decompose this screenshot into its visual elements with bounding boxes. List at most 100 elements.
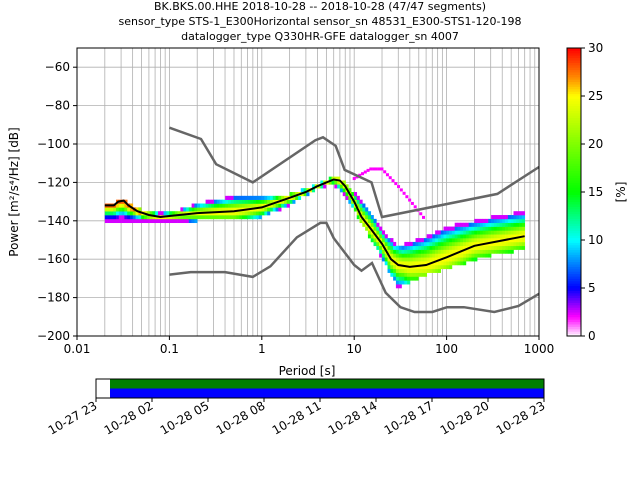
heatmap-cell — [127, 218, 131, 224]
heatmap-cell — [404, 268, 408, 273]
heatmap-cell — [191, 203, 195, 208]
colorbar-swatch — [567, 244, 581, 248]
heatmap-cell — [429, 249, 433, 254]
heatmap-cell — [426, 264, 430, 270]
heatmap-cell — [474, 238, 478, 243]
heatmap-cell — [373, 230, 377, 235]
heatmap-cell — [516, 241, 520, 247]
colorbar-swatch — [567, 321, 581, 325]
heatmap-cell — [468, 241, 472, 247]
heatmap-cell — [432, 241, 436, 247]
heatmap-cell — [373, 226, 377, 231]
heatmap-cell — [493, 230, 497, 235]
heatmap-cell — [409, 253, 414, 258]
heatmap-cell — [440, 241, 444, 247]
heatmap-cell — [488, 222, 492, 227]
heatmap-cell — [401, 272, 405, 277]
y-tick-label: −60 — [45, 60, 70, 74]
colorbar-swatch — [567, 117, 581, 121]
heatmap-cell — [437, 245, 442, 250]
heatmap-cell — [507, 218, 511, 224]
heatmap-cell — [398, 257, 402, 262]
heatmap-cell — [513, 222, 517, 227]
heatmap-cell — [432, 261, 436, 266]
heatmap-cell — [398, 280, 402, 285]
heatmap-cell — [261, 211, 265, 216]
heatmap-cell — [362, 222, 366, 227]
heatmap-cell — [443, 249, 447, 254]
heatmap-cell — [384, 253, 388, 258]
heatmap-cell — [356, 203, 360, 208]
heatmap-cell — [250, 215, 254, 220]
heatmap-cell — [449, 226, 453, 231]
heatmap-cell — [474, 230, 478, 235]
heatmap-cell — [124, 211, 128, 216]
heatmap-cell — [435, 261, 439, 266]
heatmap-cell — [188, 207, 192, 212]
heatmap-cell — [516, 215, 520, 220]
heatmap-cell — [499, 230, 503, 235]
heatmap-cell — [463, 257, 467, 262]
heatmap-cell — [519, 226, 523, 231]
heatmap-cell — [205, 215, 209, 220]
heatmap-cell — [230, 207, 234, 212]
heatmap-cell — [398, 272, 402, 277]
heatmap-cell — [236, 211, 240, 216]
heatmap-cell — [485, 226, 489, 231]
colorbar-swatch — [567, 132, 581, 135]
heatmap-cell — [213, 199, 218, 204]
heatmap-cell — [499, 234, 503, 239]
colorbar-swatch — [567, 290, 581, 294]
heatmap-cell — [471, 226, 475, 231]
colorbar-swatch — [567, 264, 581, 267]
heatmap-cell — [426, 245, 430, 250]
heatmap-cell — [267, 199, 271, 204]
heatmap-cell — [130, 207, 134, 212]
colorbar-swatch — [567, 189, 581, 193]
colorbar-swatch — [567, 312, 581, 315]
heatmap-cell — [124, 215, 128, 220]
heatmap-cell — [402, 191, 406, 195]
heatmap-cell — [247, 215, 251, 220]
heatmap-cell — [233, 203, 237, 208]
heatmap-cell — [387, 268, 391, 273]
heatmap-cell — [222, 203, 226, 208]
heatmap-cell — [241, 195, 246, 200]
title-line-2: sensor_type STS-1_E300Horizontal sensor_… — [119, 15, 522, 28]
heatmap-cell — [440, 234, 444, 239]
heatmap-cell — [311, 188, 316, 193]
heatmap-cell — [437, 253, 442, 258]
heatmap-cell — [269, 203, 274, 208]
heatmap-cell — [454, 249, 458, 254]
heatmap-cell — [454, 234, 458, 239]
heatmap-cell — [407, 249, 411, 254]
colorbar-swatch — [567, 91, 581, 95]
heatmap-cell — [409, 245, 414, 250]
heatmap-cell — [468, 253, 472, 258]
heatmap-cell — [303, 192, 307, 197]
heatmap-cell — [306, 192, 310, 197]
heatmap-cell — [292, 192, 296, 197]
heatmap-cell — [519, 222, 523, 227]
heatmap-cell — [379, 234, 383, 239]
heatmap-cell — [443, 257, 447, 262]
heatmap-cell — [412, 249, 416, 254]
histogram-heatmap — [104, 167, 525, 289]
heatmap-cell — [345, 195, 349, 200]
heatmap-cell — [479, 253, 483, 258]
heatmap-cell — [124, 203, 128, 208]
y-tick-label: −200 — [37, 329, 70, 343]
heatmap-cell — [300, 188, 304, 193]
heatmap-cell — [446, 249, 450, 254]
heatmap-cell — [278, 207, 282, 212]
heatmap-cell — [230, 199, 234, 204]
colorbar-swatch — [567, 98, 581, 102]
heatmap-cell — [421, 257, 425, 262]
heatmap-cell — [377, 167, 381, 171]
heatmap-cell — [267, 195, 271, 200]
colorbar-swatch — [567, 220, 581, 224]
heatmap-cell — [222, 215, 226, 220]
title-line-3: datalogger_type Q330HR-GFE datalogger_sn… — [181, 30, 459, 43]
heatmap-cell — [454, 230, 458, 235]
heatmap-cell — [454, 238, 458, 243]
